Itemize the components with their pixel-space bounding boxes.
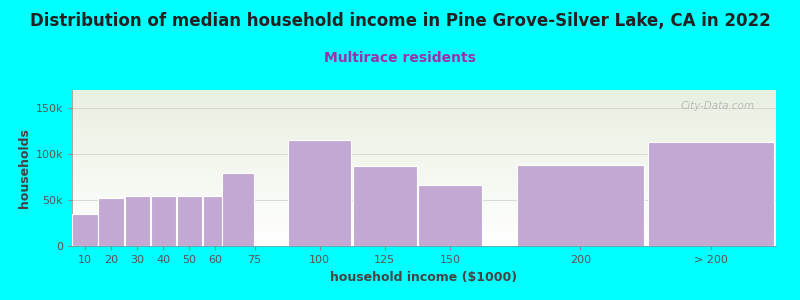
Bar	[418, 184, 482, 246]
Bar	[125, 196, 150, 246]
Bar	[288, 140, 351, 246]
Bar	[518, 165, 644, 246]
Bar	[72, 214, 98, 246]
Bar	[98, 198, 124, 246]
Y-axis label: households: households	[18, 128, 31, 208]
Bar	[150, 196, 176, 246]
Bar	[647, 142, 774, 246]
Bar	[202, 196, 228, 246]
X-axis label: household income ($1000): household income ($1000)	[330, 271, 518, 284]
Bar	[177, 196, 202, 246]
Text: City-Data.com: City-Data.com	[681, 101, 755, 111]
Bar	[354, 166, 417, 246]
Text: Multirace residents: Multirace residents	[324, 51, 476, 65]
Text: Distribution of median household income in Pine Grove-Silver Lake, CA in 2022: Distribution of median household income …	[30, 12, 770, 30]
Bar	[222, 172, 254, 246]
